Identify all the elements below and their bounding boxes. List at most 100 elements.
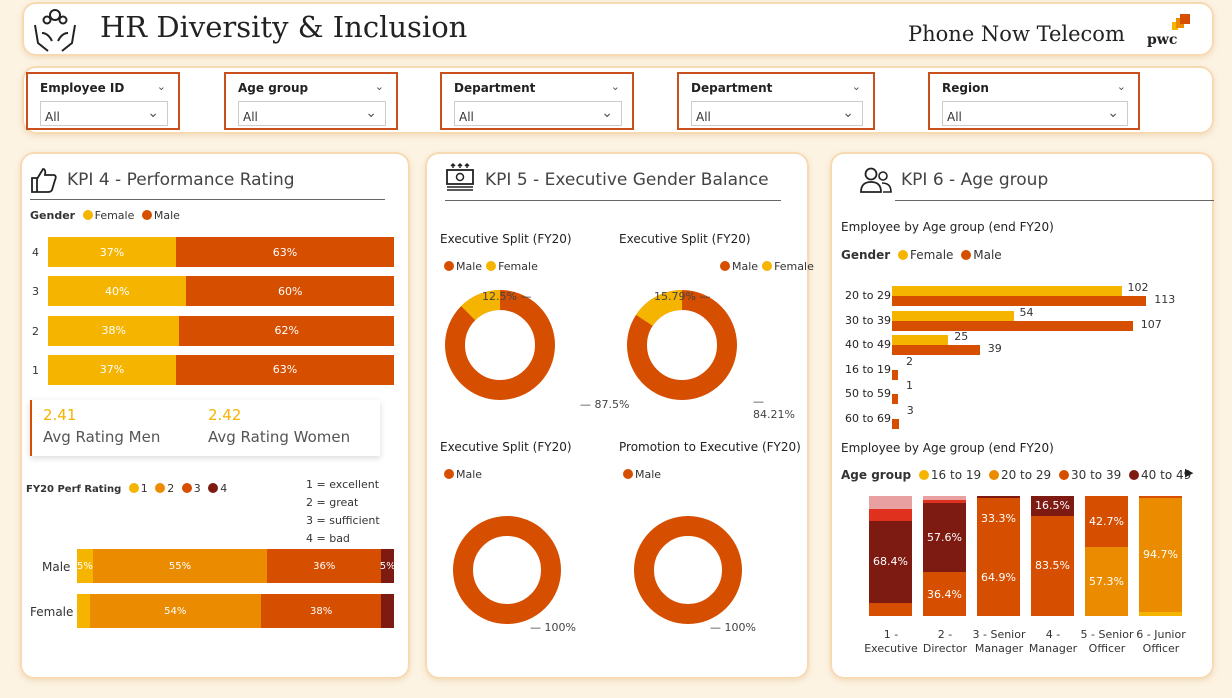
donut-male-slice[interactable]	[634, 516, 742, 624]
divider	[445, 200, 781, 201]
column-label-2: Manager	[974, 642, 1024, 655]
perf-segment: 38%	[260, 594, 382, 628]
legend-item: 3	[193, 482, 201, 495]
kpi4-title: KPI 4 - Performance Rating	[67, 170, 295, 190]
chevron-down-icon[interactable]: ⌄	[374, 80, 384, 93]
slicer-age-group[interactable]: Age group ⌄ All ⌄	[224, 72, 398, 130]
perf-row-label: Female	[30, 605, 74, 619]
slicer-department-2[interactable]: Department ⌄ All ⌄	[677, 72, 875, 130]
slicer-value: All	[243, 110, 258, 124]
rating-label: 4	[32, 246, 39, 259]
donut-legend: Male Female	[716, 260, 814, 273]
donut-female-slice[interactable]	[440, 285, 560, 405]
legend-male: Male	[153, 209, 180, 222]
male-bar: 63%	[176, 237, 394, 267]
legend-female: Female	[94, 209, 135, 222]
company-name: Phone Now Telecom	[908, 22, 1125, 46]
legend-female-dot	[898, 250, 909, 260]
legend-dot	[918, 470, 929, 480]
rating-label: 3	[32, 285, 39, 299]
column-label-2: Officer	[1088, 642, 1126, 655]
chevron-down-icon[interactable]: ⌄	[147, 105, 159, 121]
legend-item: 2	[167, 482, 175, 495]
scale-note: 4 = bad	[306, 532, 350, 545]
slicer-dropdown[interactable]: All ⌄	[454, 101, 622, 126]
chevron-down-icon[interactable]: ⌄	[601, 105, 613, 121]
legend-item: Male	[732, 260, 759, 273]
perf-segment: 5%	[380, 549, 396, 583]
donut-title: Executive Split (FY20)	[440, 440, 572, 454]
male-bar: 62%	[179, 315, 394, 346]
chevron-down-icon[interactable]: ⌄	[610, 80, 620, 93]
column-label-2: Executive	[864, 642, 918, 655]
female-bar: 38%	[48, 315, 180, 346]
chevron-down-icon[interactable]: ⌄	[365, 105, 377, 121]
legend-item: 20 to 29	[1000, 468, 1052, 482]
stack-segment: 42.7%	[1085, 496, 1128, 548]
donut-female-slice[interactable]	[622, 285, 742, 405]
rating-label: 1	[32, 363, 39, 377]
male-bar	[892, 394, 898, 404]
legend-dot	[1059, 470, 1069, 480]
column-label-2: Officer	[1142, 642, 1180, 655]
perf-segment: 54%	[89, 594, 261, 628]
male-bar: 60%	[186, 276, 394, 307]
donut-male-slice[interactable]	[453, 516, 561, 624]
stack-segment: 83.5%	[1031, 515, 1074, 616]
column-label-1: 6 - Junior	[1136, 628, 1186, 641]
donut-chart	[453, 516, 561, 624]
perf-row-label: Male	[42, 560, 71, 574]
column-label-1: 5 - Senior	[1080, 628, 1134, 641]
rating-label: 2	[32, 324, 39, 338]
chevron-down-icon[interactable]: ⌄	[1107, 105, 1119, 121]
slicer-dropdown[interactable]: All ⌄	[942, 101, 1128, 126]
thumbs-up-icon	[31, 168, 57, 193]
stack-segment: 68.4%	[869, 520, 912, 603]
age-label: 40 to 49	[845, 338, 892, 351]
legend-title: Gender	[841, 248, 891, 262]
male-bar	[892, 296, 1147, 306]
stack-segment	[1139, 496, 1182, 499]
avg-rating-men-value: 2.41	[43, 406, 77, 424]
donut-legend: Male	[440, 468, 482, 481]
scale-note: 3 = sufficient	[306, 514, 380, 527]
slicer-dropdown[interactable]: All ⌄	[238, 101, 386, 126]
chevron-down-icon[interactable]: ⌄	[156, 80, 166, 93]
legend-male: Male	[973, 248, 1002, 262]
slicer-employee-id[interactable]: Employee ID ⌄ All ⌄	[26, 72, 180, 130]
legend-next-arrow-icon[interactable]: ▶	[1185, 466, 1194, 479]
stack-segment	[977, 496, 1020, 499]
donut-title: Executive Split (FY20)	[619, 232, 751, 246]
male-bar: 63%	[176, 354, 394, 385]
legend-item: Female	[498, 260, 538, 273]
female-bar	[892, 335, 949, 345]
legend-item: Male	[456, 260, 483, 273]
legend-female-dot	[82, 210, 93, 220]
chevron-down-icon[interactable]: ⌄	[1116, 80, 1126, 93]
perf-segment	[381, 594, 394, 628]
legend-dot	[623, 469, 633, 479]
age-stack-title: Employee by Age group (end FY20)	[841, 441, 1054, 455]
column-label-2: Manager	[1028, 642, 1078, 655]
male-pct-label: — 100%	[530, 621, 576, 634]
slicer-dropdown[interactable]: All ⌄	[40, 101, 168, 126]
chevron-down-icon[interactable]: ⌄	[842, 105, 854, 121]
chevron-down-icon[interactable]: ⌄	[851, 80, 861, 93]
stack-segment	[869, 496, 912, 509]
male-bar	[892, 345, 980, 355]
legend-dot	[128, 483, 139, 493]
slicer-value: All	[696, 110, 711, 124]
legend-dot	[762, 261, 773, 271]
legend-item: 40 to 49	[1141, 468, 1192, 482]
age-label: 50 to 59	[845, 387, 892, 400]
stack-segment	[1139, 611, 1182, 616]
slicer-region[interactable]: Region ⌄ All ⌄	[928, 72, 1140, 130]
slicer-department-1[interactable]: Department ⌄ All ⌄	[440, 72, 634, 130]
stack-segment: 36.4%	[923, 572, 966, 616]
stack-segment: 33.3%	[977, 498, 1020, 539]
female-pct-label: 15.79% —	[654, 290, 711, 303]
male-bar	[892, 418, 899, 429]
donut-legend: Male	[619, 468, 661, 481]
slicer-dropdown[interactable]: All ⌄	[691, 101, 863, 126]
perf-segment	[77, 594, 90, 628]
